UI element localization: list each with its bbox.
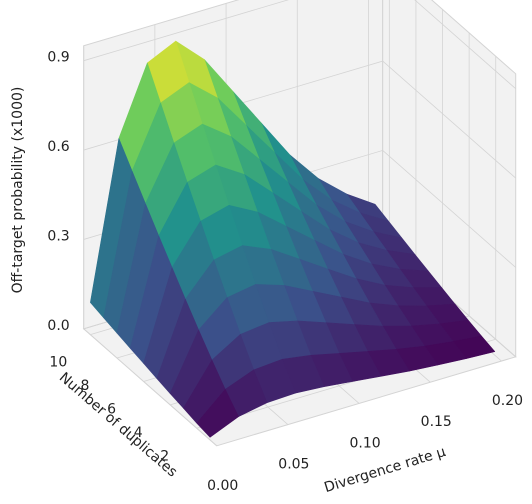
- y-tick-label: 2: [160, 448, 169, 464]
- z-tick-label: 0.3: [47, 228, 69, 244]
- x-axis-label: Divergence rate μ: [322, 444, 447, 496]
- x-tick-label: 0.00: [207, 478, 238, 494]
- x-tick-label: 0.20: [492, 393, 523, 409]
- x-tick-label: 0.15: [421, 414, 452, 430]
- y-tick-label: 4: [134, 425, 143, 441]
- x-tick-label: 0.10: [349, 435, 380, 451]
- z-tick-label: 0.9: [47, 50, 69, 66]
- z-axis-label: Off-target probability (x1000): [10, 87, 26, 294]
- surface-patch: [196, 389, 239, 438]
- z-tick-label: 0.6: [47, 139, 69, 155]
- y-tick-label: 8: [80, 378, 89, 394]
- y-tick-label: 6: [107, 401, 116, 417]
- z-tick-label: 0.0: [47, 318, 69, 334]
- x-tick-label: 0.05: [278, 457, 309, 473]
- grid-line: [83, 0, 516, 89]
- y-tick-label: 10: [49, 355, 67, 371]
